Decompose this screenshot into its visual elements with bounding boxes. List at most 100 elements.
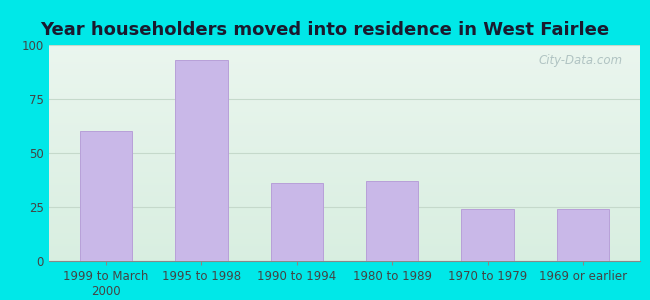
Bar <box>49 129 640 131</box>
Bar <box>49 220 640 222</box>
Bar <box>49 77 640 80</box>
Bar <box>49 175 640 177</box>
Bar <box>49 237 640 239</box>
Bar <box>49 108 640 110</box>
Bar <box>49 118 640 121</box>
Bar <box>49 194 640 196</box>
Bar <box>49 198 640 200</box>
Bar <box>49 52 640 54</box>
Bar <box>49 231 640 233</box>
Bar <box>49 259 640 261</box>
Bar <box>49 58 640 60</box>
Bar <box>49 142 640 144</box>
Bar <box>49 181 640 183</box>
Bar <box>49 125 640 127</box>
Bar <box>49 179 640 181</box>
Bar <box>49 101 640 103</box>
Bar <box>49 153 640 155</box>
Bar <box>49 196 640 198</box>
Bar <box>49 246 640 248</box>
Bar <box>49 114 640 116</box>
Bar <box>557 209 609 261</box>
Bar <box>49 216 640 218</box>
Bar <box>49 170 640 172</box>
Bar <box>49 60 640 62</box>
Bar <box>49 205 640 207</box>
Bar <box>49 49 640 52</box>
Bar <box>49 242 640 244</box>
Bar <box>49 157 640 160</box>
Bar <box>49 136 640 138</box>
Bar <box>49 62 640 64</box>
Bar <box>49 99 640 101</box>
Bar <box>49 97 640 99</box>
Bar <box>49 121 640 123</box>
Bar <box>49 222 640 224</box>
Bar <box>49 92 640 95</box>
Bar <box>49 95 640 97</box>
Bar <box>49 160 640 162</box>
Bar <box>49 229 640 231</box>
Bar <box>49 200 640 203</box>
Bar <box>49 138 640 140</box>
Bar <box>49 203 640 205</box>
Bar <box>49 226 640 229</box>
Bar <box>49 71 640 73</box>
Text: Year householders moved into residence in West Fairlee: Year householders moved into residence i… <box>40 21 610 39</box>
Bar <box>49 239 640 242</box>
Bar <box>49 86 640 88</box>
Bar <box>49 75 640 77</box>
Bar <box>49 127 640 129</box>
Bar <box>49 218 640 220</box>
Bar <box>49 110 640 112</box>
Bar <box>49 250 640 252</box>
Bar <box>49 151 640 153</box>
Bar <box>49 80 640 82</box>
Bar <box>462 209 514 261</box>
Bar <box>49 88 640 90</box>
Bar <box>49 134 640 136</box>
Bar <box>49 254 640 257</box>
Bar <box>49 73 640 75</box>
Text: City-Data.com: City-Data.com <box>538 54 623 67</box>
Bar <box>49 244 640 246</box>
Bar <box>366 181 419 261</box>
Bar <box>49 149 640 151</box>
Bar <box>49 190 640 192</box>
Bar <box>49 103 640 106</box>
Bar <box>49 69 640 71</box>
Bar <box>49 233 640 235</box>
Bar <box>80 131 132 261</box>
Bar <box>49 45 640 47</box>
Bar <box>49 116 640 119</box>
Bar <box>49 47 640 49</box>
Bar <box>49 155 640 157</box>
Bar <box>49 146 640 149</box>
Bar <box>49 164 640 166</box>
Bar <box>49 224 640 226</box>
Bar <box>49 84 640 86</box>
Bar <box>49 209 640 211</box>
Bar <box>49 168 640 170</box>
Bar <box>49 67 640 69</box>
Bar <box>49 177 640 179</box>
Bar <box>49 106 640 108</box>
Bar <box>49 214 640 216</box>
Bar <box>49 166 640 168</box>
Bar <box>49 144 640 146</box>
Bar <box>49 162 640 164</box>
Bar <box>49 90 640 92</box>
Bar <box>49 131 640 134</box>
Bar <box>49 188 640 190</box>
Bar <box>49 257 640 259</box>
Bar <box>49 112 640 114</box>
Bar <box>49 183 640 185</box>
Bar <box>49 172 640 175</box>
Bar <box>49 185 640 188</box>
Bar <box>49 64 640 67</box>
Bar <box>49 54 640 56</box>
Bar <box>49 235 640 237</box>
Bar <box>49 248 640 250</box>
Bar <box>270 183 323 261</box>
Bar <box>49 140 640 142</box>
